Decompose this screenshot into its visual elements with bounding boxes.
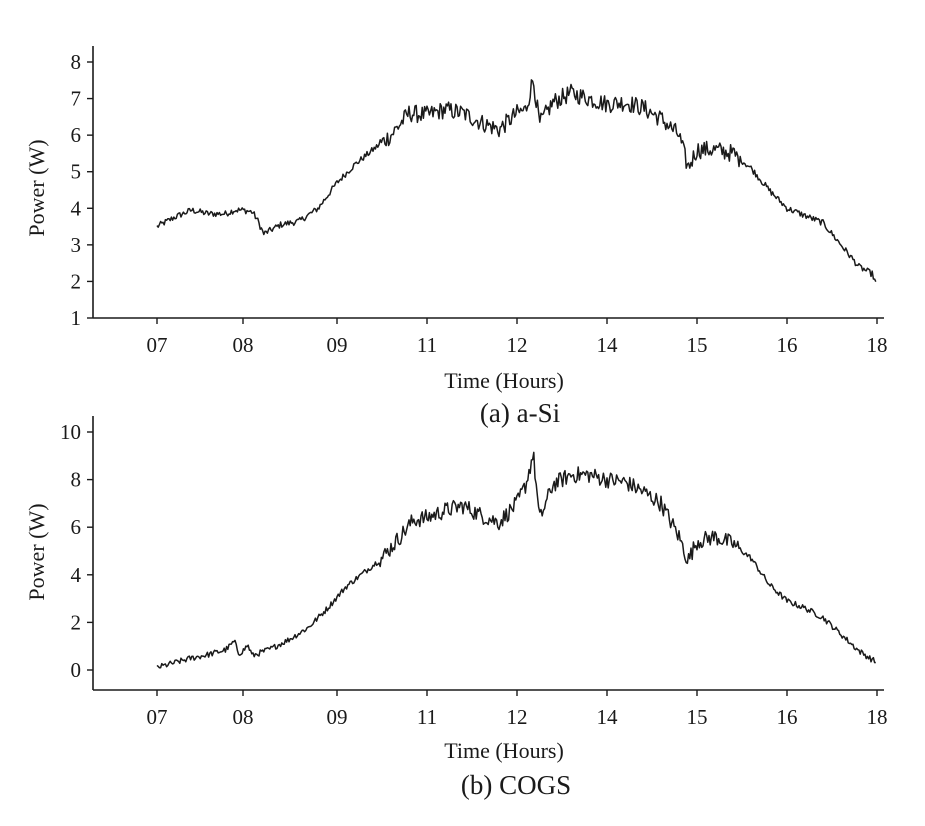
x-tick-label: 07 bbox=[147, 333, 168, 357]
y-tick-label: 2 bbox=[71, 610, 82, 634]
y-tick-label: 6 bbox=[71, 515, 82, 539]
x-tick-label: 09 bbox=[327, 705, 348, 729]
chart-a-caption: (a) a-Si bbox=[480, 398, 560, 428]
y-tick-label: 1 bbox=[71, 306, 82, 330]
x-tick-label: 11 bbox=[417, 705, 437, 729]
chart-a-si: Power (W) Time (Hours) (a) a-Si 12345678… bbox=[24, 46, 888, 428]
x-tick-label: 07 bbox=[147, 705, 168, 729]
x-tick-label: 11 bbox=[417, 333, 437, 357]
x-tick-label: 14 bbox=[597, 705, 619, 729]
y-tick-label: 0 bbox=[71, 658, 82, 682]
x-tick-label: 08 bbox=[233, 333, 254, 357]
y-tick-label: 3 bbox=[71, 233, 82, 257]
x-tick-label: 14 bbox=[597, 333, 619, 357]
series-line bbox=[156, 79, 877, 283]
x-tick-label: 15 bbox=[687, 705, 708, 729]
series-line bbox=[156, 451, 876, 669]
chart-a-xlabel: Time (Hours) bbox=[444, 368, 564, 393]
y-tick-label: 7 bbox=[71, 87, 82, 111]
chart-b-cogs: Power (W) Time (Hours) (b) COGS 0 2 4 6 8 10 0… bbox=[24, 416, 888, 800]
chart-b-xlabel: Time (Hours) bbox=[444, 738, 564, 763]
y-tick-label: 4 bbox=[71, 196, 82, 220]
x-tick-label: 16 bbox=[777, 705, 798, 729]
y-tick-label: 8 bbox=[71, 50, 82, 74]
y-tick-label: 8 bbox=[71, 468, 82, 492]
y-tick-label: 2 bbox=[71, 269, 82, 293]
y-tick-label: 6 bbox=[71, 123, 82, 147]
x-tick-label: 18 bbox=[867, 705, 888, 729]
x-tick-label: 12 bbox=[507, 705, 528, 729]
x-tick-label: 18 bbox=[867, 333, 888, 357]
x-tick-label: 08 bbox=[233, 705, 254, 729]
y-tick-label: 5 bbox=[71, 160, 82, 184]
x-tick-label: 15 bbox=[687, 333, 708, 357]
chart-b-caption: (b) COGS bbox=[461, 770, 571, 800]
x-tick-label: 16 bbox=[777, 333, 798, 357]
y-tick-label: 4 bbox=[71, 563, 82, 587]
y-tick-label: 10 bbox=[60, 420, 81, 444]
chart-a-ylabel: Power (W) bbox=[24, 139, 49, 236]
x-tick-label: 09 bbox=[327, 333, 348, 357]
x-tick-label: 12 bbox=[507, 333, 528, 357]
chart-b-ylabel: Power (W) bbox=[24, 503, 49, 600]
